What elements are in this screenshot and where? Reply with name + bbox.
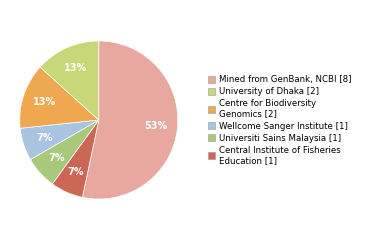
- Text: 53%: 53%: [144, 121, 167, 131]
- Text: 13%: 13%: [33, 97, 56, 108]
- Legend: Mined from GenBank, NCBI [8], University of Dhaka [2], Centre for Biodiversity
G: Mined from GenBank, NCBI [8], University…: [206, 73, 353, 167]
- Wedge shape: [20, 67, 99, 128]
- Text: 7%: 7%: [48, 153, 65, 163]
- Wedge shape: [40, 41, 99, 120]
- Text: 13%: 13%: [64, 63, 87, 73]
- Wedge shape: [30, 120, 99, 184]
- Text: 7%: 7%: [36, 132, 53, 143]
- Wedge shape: [82, 41, 178, 199]
- Wedge shape: [20, 120, 99, 160]
- Wedge shape: [52, 120, 99, 197]
- Text: 7%: 7%: [67, 167, 84, 177]
